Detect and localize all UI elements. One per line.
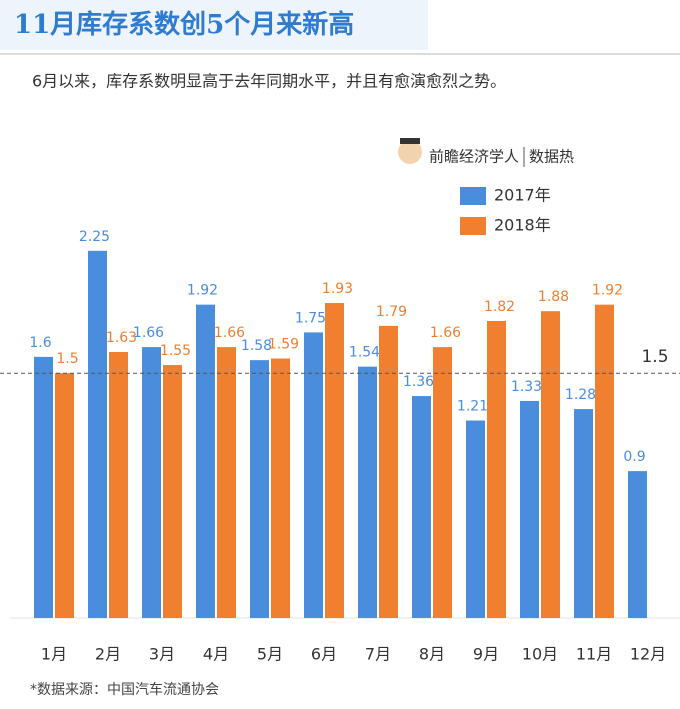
data-label: 2.25 [79,229,110,245]
legend-label: 2018年 [494,216,551,235]
x-tick-label: 10月 [522,645,558,664]
bar [574,409,593,618]
data-label: 1.63 [106,330,137,346]
data-label: 1.59 [268,337,299,353]
bar [217,347,236,618]
data-label: 1.79 [376,304,407,320]
x-tick-label: 3月 [149,645,175,664]
chart-title: 11月库存系数创5个月来新高 [14,9,354,40]
bar [379,325,398,618]
brand-tag: 数据热 [529,148,574,166]
bar [541,311,560,618]
bar [142,347,161,618]
bar [196,304,215,618]
legend-label: 2017年 [494,186,551,205]
subtitle: 6月以来，库存系数明显高于去年同期水平，并且有愈演愈烈之势。 [32,72,506,91]
x-tick-label: 11月 [576,645,612,664]
title-band [0,0,428,50]
x-tick-label: 5月 [257,645,283,664]
x-tick-label: 7月 [365,645,391,664]
data-label: 1.36 [403,374,434,390]
bar [412,396,431,618]
bar [628,471,647,618]
data-label: 1.93 [322,281,353,297]
data-label: 1.6 [29,335,51,351]
brand: 前瞻经济学人 [429,148,519,166]
bar [34,356,53,618]
data-label: 1.33 [511,379,542,395]
reference-label: 1.5 [641,347,668,367]
bar [55,373,74,618]
data-label: 1.58 [241,338,272,354]
data-label: 1.28 [565,387,596,403]
data-label: 1.21 [457,399,488,415]
x-tick-label: 12月 [630,645,666,664]
x-tick-label: 1月 [41,645,67,664]
bar [250,360,269,618]
data-label: 1.66 [430,325,461,341]
data-label: 1.75 [295,310,326,326]
bar [304,332,323,618]
x-tick-label: 9月 [473,645,499,664]
legend-swatch [460,187,486,205]
data-label: 1.92 [187,283,218,299]
source: *数据来源：中国汽车流通协会 [30,681,219,698]
x-tick-label: 8月 [419,645,445,664]
bar [325,303,344,618]
data-label: 1.66 [214,325,245,341]
bar [595,304,614,618]
bar [466,420,485,618]
bar [163,365,182,618]
data-label: 1.66 [133,325,164,341]
legend-swatch [460,217,486,235]
data-label: 1.88 [538,289,569,305]
data-label: 1.92 [592,283,623,299]
bar [109,351,128,618]
x-tick-label: 6月 [311,645,337,664]
bar [358,366,377,618]
data-label: 1.82 [484,299,515,315]
bar [88,250,107,619]
bar [487,320,506,618]
bar [271,358,290,618]
data-label: 1.54 [349,345,380,361]
data-label: 1.5 [56,351,78,367]
data-label: 1.55 [160,343,191,359]
x-tick-label: 4月 [203,645,229,664]
bar [520,400,539,618]
avatar-hair [400,138,420,144]
avatar [398,140,422,164]
data-label: 0.9 [623,449,645,465]
x-tick-label: 2月 [95,645,121,664]
bar [433,347,452,618]
